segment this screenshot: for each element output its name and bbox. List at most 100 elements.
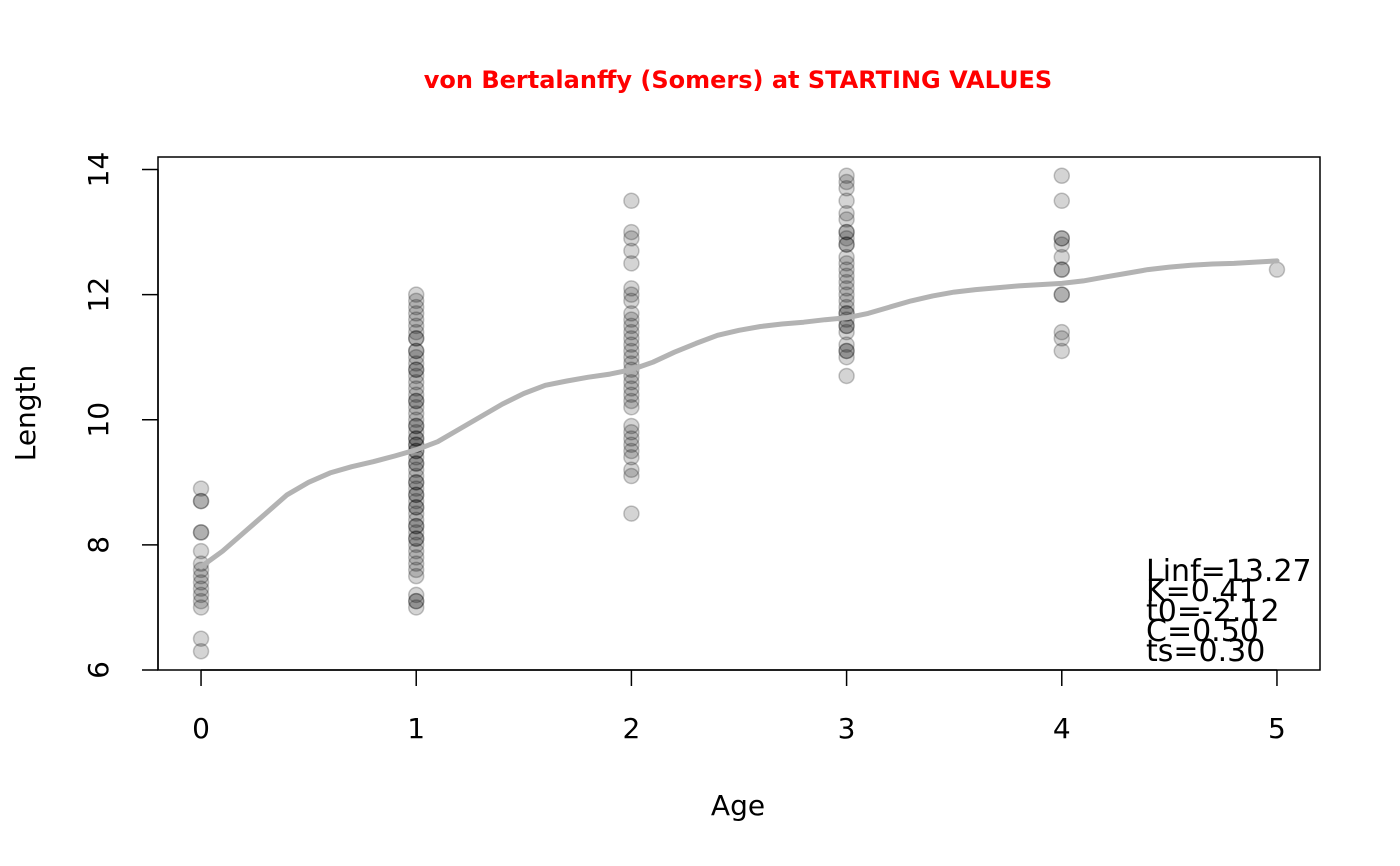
- data-point: [623, 380, 640, 397]
- data-point: [623, 255, 640, 272]
- data-point: [407, 386, 425, 403]
- data-point: [192, 599, 210, 616]
- data-point: [407, 373, 425, 391]
- data-point: [407, 361, 425, 378]
- data-point: [407, 492, 425, 510]
- data-point: [407, 486, 425, 504]
- data-point: [407, 530, 425, 547]
- data-point: [623, 192, 640, 210]
- data-point: [407, 524, 425, 541]
- data-point: [1053, 248, 1071, 266]
- data-point: [407, 499, 425, 516]
- data-point: [623, 330, 640, 347]
- data-point: [1053, 286, 1071, 303]
- y-tick-label: 14: [82, 152, 115, 188]
- annotation-text: t0=-2.12: [1146, 594, 1280, 629]
- x-tick-label: 0: [192, 712, 210, 745]
- data-point: [407, 392, 425, 410]
- y-tick-label: 8: [82, 536, 115, 554]
- data-point: [407, 405, 425, 422]
- data-point: [407, 480, 425, 497]
- data-point: [838, 255, 855, 272]
- data-point: [407, 317, 425, 335]
- data-point: [407, 424, 425, 441]
- data-point: [623, 430, 640, 447]
- data-point: [623, 424, 640, 441]
- data-point: [623, 398, 640, 416]
- data-point: [407, 517, 425, 535]
- data-point: [407, 311, 425, 328]
- data-point: [838, 248, 855, 266]
- data-point: [407, 417, 425, 435]
- data-point: [407, 467, 425, 485]
- data-point: [407, 511, 425, 529]
- data-point: [407, 592, 425, 610]
- data-point: [407, 430, 425, 447]
- data-point: [407, 505, 425, 522]
- data-point: [407, 486, 425, 504]
- data-point: [407, 330, 425, 347]
- data-point: [407, 592, 425, 610]
- x-tick-label: 5: [1268, 712, 1286, 745]
- data-point: [838, 192, 855, 210]
- data-point: [838, 348, 855, 366]
- data-point: [407, 398, 425, 416]
- data-point: [623, 461, 640, 479]
- annotation-text: C=0.50: [1146, 614, 1259, 649]
- data-point: [407, 517, 425, 535]
- data-point: [623, 230, 640, 247]
- data-point: [192, 630, 210, 647]
- data-point: [407, 455, 425, 472]
- data-point: [838, 280, 855, 297]
- data-point: [623, 342, 640, 360]
- data-point: [192, 642, 210, 660]
- data-point: [1053, 261, 1071, 278]
- data-point: [838, 342, 855, 360]
- data-point: [407, 430, 425, 447]
- data-point: [838, 323, 855, 341]
- data-point: [838, 205, 855, 222]
- data-point: [838, 298, 855, 316]
- data-point: [407, 536, 425, 554]
- data-point: [623, 292, 640, 310]
- data-point: [407, 542, 425, 560]
- data-point: [1053, 323, 1071, 341]
- data-point: [407, 555, 425, 572]
- data-point: [623, 417, 640, 435]
- data-point: [838, 223, 855, 241]
- data-point: [1053, 330, 1071, 347]
- data-point: [1053, 286, 1071, 303]
- data-point: [192, 586, 210, 604]
- annotation-text: K=0.41: [1146, 574, 1258, 609]
- data-point: [407, 461, 425, 479]
- data-point: [407, 567, 425, 585]
- data-point: [1053, 230, 1071, 247]
- data-point: [192, 524, 210, 541]
- data-point: [623, 386, 640, 403]
- data-point: [623, 305, 640, 322]
- data-point: [838, 367, 855, 385]
- data-point: [1053, 167, 1071, 185]
- data-point: [407, 474, 425, 491]
- data-point: [192, 492, 210, 510]
- data-point: [623, 280, 640, 297]
- data-point: [838, 292, 855, 310]
- data-point: [838, 273, 855, 291]
- data-point: [407, 286, 425, 303]
- data-point: [192, 480, 210, 497]
- data-point: [407, 561, 425, 579]
- data-point: [838, 173, 855, 191]
- x-axis: 0 1 2 3 4 5: [192, 669, 1286, 745]
- data-point: [407, 361, 425, 378]
- data-point: [623, 323, 640, 341]
- data-point: [407, 455, 425, 472]
- data-point: [407, 411, 425, 429]
- y-tick-label: 10: [82, 402, 115, 438]
- data-point: [623, 373, 640, 391]
- data-point: [192, 492, 210, 510]
- data-point: [623, 348, 640, 366]
- data-point: [838, 223, 855, 241]
- data-point: [623, 467, 640, 485]
- data-point: [623, 436, 640, 454]
